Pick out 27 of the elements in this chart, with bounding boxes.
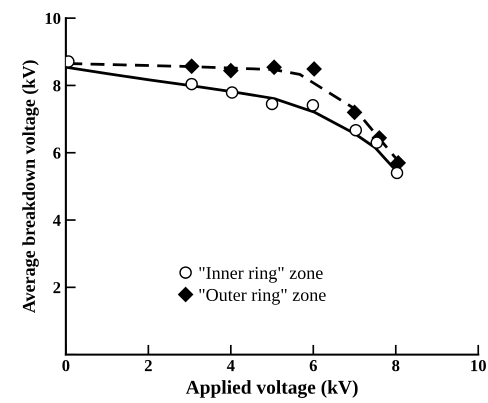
point: [185, 78, 198, 90]
x-tick-label: 2: [144, 360, 152, 372]
x-tick-label: 0: [62, 360, 70, 372]
point: [223, 63, 238, 78]
point: [306, 99, 320, 112]
x-tick-label: 4: [226, 360, 235, 372]
x-tick-label: 8: [392, 360, 400, 372]
point: [346, 104, 362, 120]
legend-label: "Inner ring" zone: [199, 266, 323, 283]
y-tick-label: 8: [53, 80, 60, 92]
point: [306, 61, 322, 77]
point: [266, 60, 282, 75]
y-tick-label: 6: [53, 147, 61, 159]
point: [226, 86, 238, 99]
x-tick-label: 10: [471, 360, 486, 372]
point: [390, 166, 404, 180]
x-axis-title: Applied voltage (kV): [186, 380, 358, 398]
y-tick-label: 4: [52, 214, 61, 226]
y-tick-label: 10: [46, 12, 60, 24]
point: [350, 124, 362, 136]
y-axis-title: Average breakdown voltage (kV): [22, 60, 39, 314]
point: [266, 98, 278, 110]
point: [184, 58, 200, 74]
x-tick-label: 6: [310, 360, 317, 372]
y-tick-label: 2: [53, 282, 60, 294]
point: [370, 136, 384, 149]
legend-label: "Outer ring" zone: [199, 288, 326, 305]
